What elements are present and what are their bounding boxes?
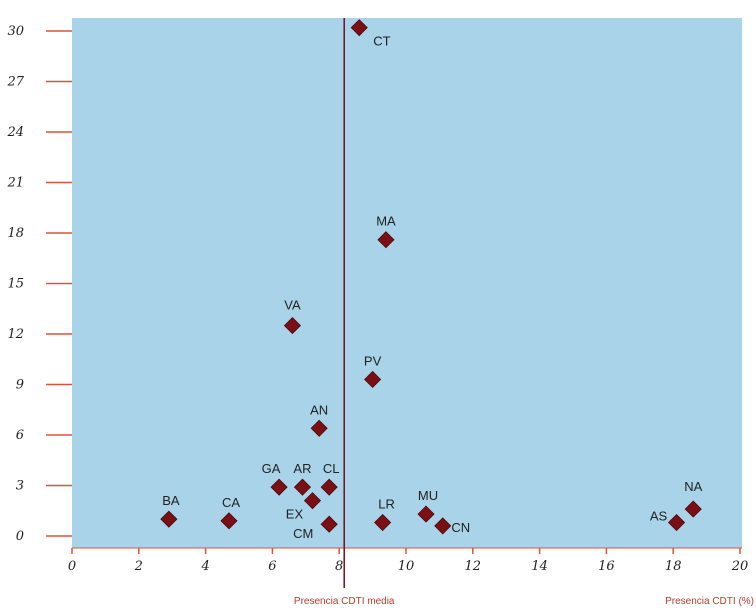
- data-label-ex: EX: [286, 507, 304, 522]
- y-tick-label: 21: [6, 176, 24, 191]
- data-label-va: VA: [284, 298, 301, 313]
- data-point-an: [310, 419, 328, 437]
- y-tick-label: 9: [16, 378, 24, 393]
- data-label-an: AN: [310, 402, 328, 417]
- data-point-ex: [303, 492, 322, 510]
- data-label-cn: CN: [451, 520, 470, 535]
- reference-line-label: Presencia CDTI media: [294, 596, 395, 607]
- data-label-cl: CL: [323, 461, 340, 476]
- data-point-va: [283, 317, 302, 335]
- x-tick-label: 2: [134, 559, 143, 574]
- data-label-ma: MA: [376, 214, 396, 229]
- y-tick-label: 0: [16, 529, 24, 544]
- data-point-lr: [374, 513, 392, 532]
- x-tick-label: 4: [200, 559, 209, 574]
- data-point-ga: [270, 478, 288, 496]
- y-tick-label: 30: [7, 24, 24, 39]
- data-point-mu: [417, 505, 435, 523]
- y-tick-label: 6: [16, 428, 24, 443]
- data-point-ar: [293, 478, 312, 496]
- y-tick-label: 3: [16, 479, 24, 494]
- plot-area: [72, 18, 742, 548]
- data-label-ca: CA: [222, 495, 240, 510]
- data-label-pv: PV: [364, 353, 382, 368]
- data-point-ma: [377, 231, 395, 249]
- x-tick-label: 18: [665, 559, 682, 574]
- x-tick-label: 14: [531, 559, 548, 574]
- x-tick-label: 12: [465, 559, 482, 574]
- data-point-cm: [320, 515, 338, 533]
- x-tick-label: 20: [731, 559, 749, 574]
- x-axis-label: Presencia CDTI (%): [665, 596, 754, 607]
- y-tick-label: 15: [7, 277, 24, 292]
- y-tick-label: 18: [7, 226, 24, 241]
- x-tick-label: 6: [268, 559, 276, 574]
- data-point-ct: [350, 19, 368, 37]
- data-label-ct: CT: [373, 34, 390, 49]
- data-label-na: NA: [684, 479, 702, 494]
- x-tick-label: 0: [68, 559, 76, 574]
- data-label-lr: LR: [378, 497, 395, 512]
- data-label-cm: CM: [293, 526, 313, 541]
- data-label-ga: GA: [262, 461, 281, 476]
- data-label-as: AS: [650, 509, 668, 524]
- x-tick-label: 8: [335, 559, 343, 574]
- y-tick-label: 12: [7, 327, 24, 342]
- data-points: CT MA VA PV AN GA AR CL EX CM BA CA LR MU CN AS NA: [160, 19, 703, 541]
- data-point-as: [667, 513, 686, 532]
- data-point-ca: [220, 512, 238, 530]
- data-point-na: [684, 500, 702, 518]
- y-tick-label: 27: [6, 75, 24, 90]
- data-point-ba: [160, 510, 178, 528]
- x-tick-label: 10: [398, 559, 415, 574]
- data-label-mu: MU: [418, 488, 438, 503]
- data-point-pv: [364, 370, 382, 389]
- x-tick-label: 16: [598, 559, 615, 574]
- data-point-cn: [434, 517, 452, 535]
- data-label-ba: BA: [162, 493, 180, 508]
- data-point-cl: [320, 478, 338, 496]
- y-tick-label: 24: [6, 125, 24, 140]
- data-label-ar: AR: [293, 461, 311, 476]
